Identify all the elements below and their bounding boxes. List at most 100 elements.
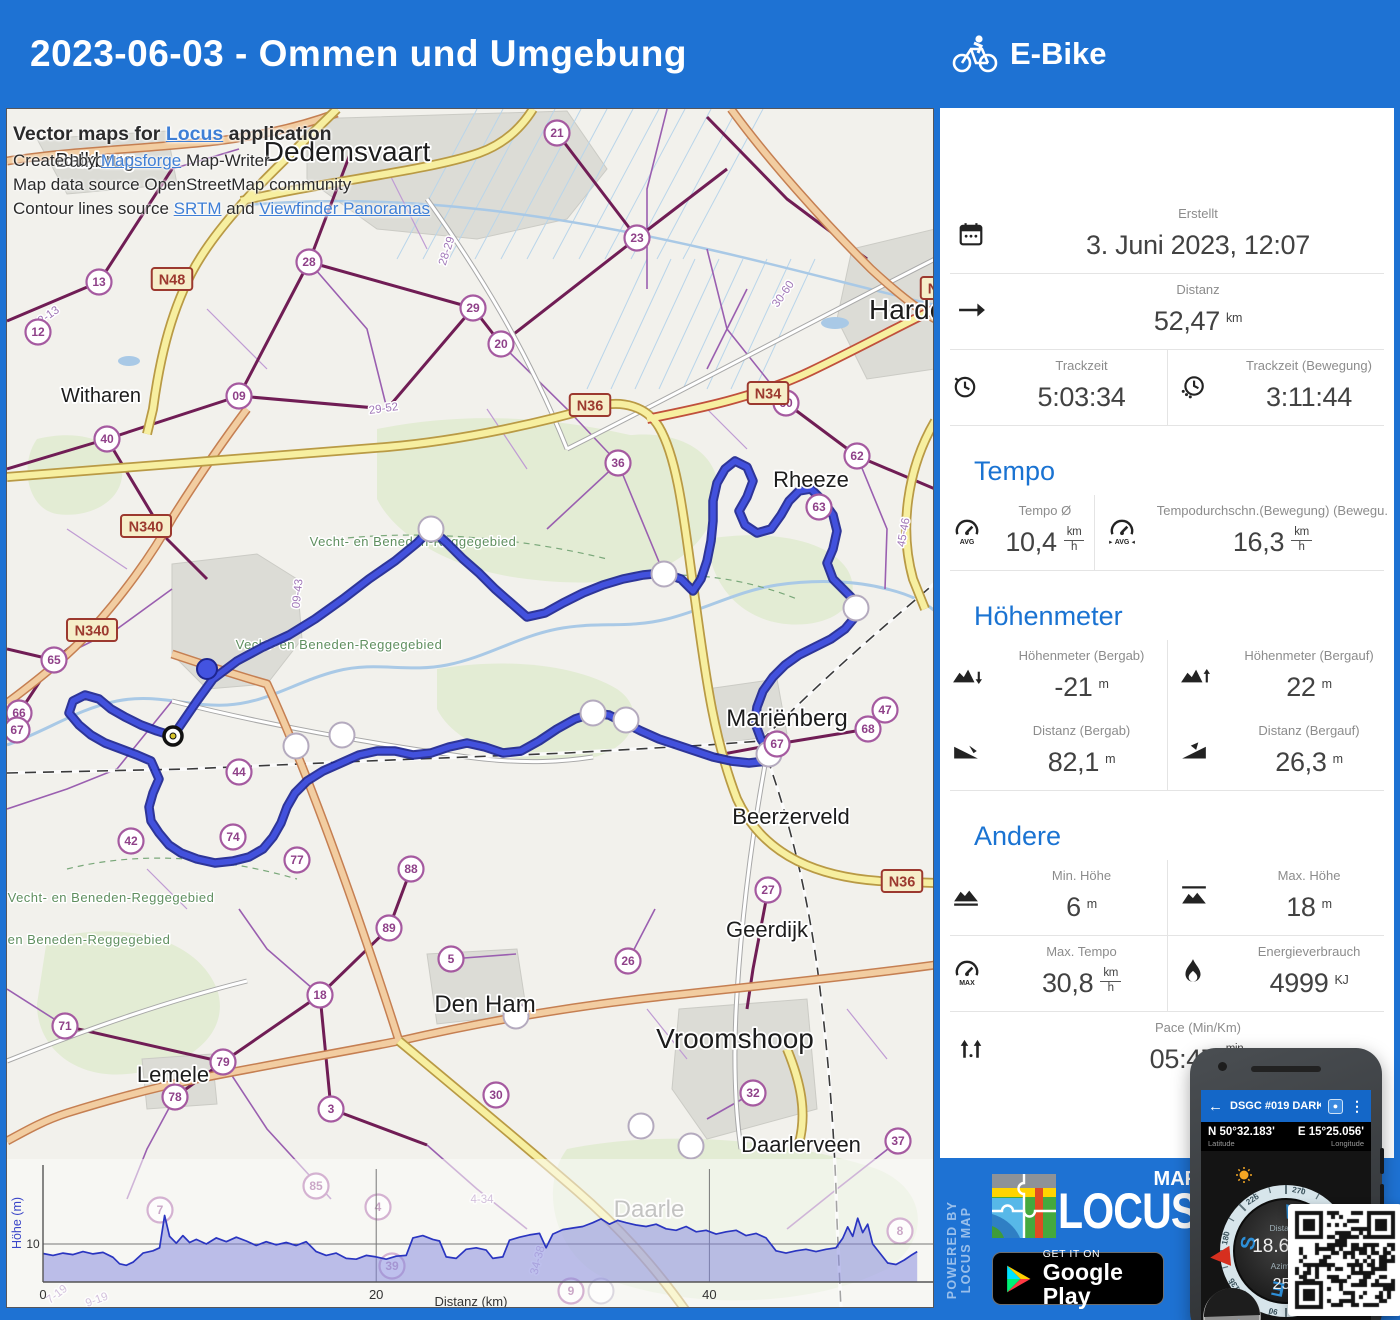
- shield-code: N36: [889, 875, 916, 891]
- junction-marker: 67: [763, 730, 791, 758]
- junction-number: 77: [290, 853, 304, 867]
- waypoint-marker: [328, 721, 356, 749]
- road-shield: N34: [919, 276, 934, 300]
- back-arrow-icon: ←: [1208, 1097, 1223, 1115]
- waypoint-marker: [627, 1112, 655, 1140]
- stat-unit: km h: [1291, 526, 1312, 553]
- stat-unit: m: [1105, 752, 1116, 766]
- phone-appbar: ← DSGC #019 DARK SI... ● ⋮: [1201, 1090, 1371, 1122]
- stat-label: Trackzeit (Bewegung): [1246, 358, 1372, 373]
- shield-code: N340: [75, 624, 110, 640]
- junction-number: 42: [124, 834, 138, 848]
- energy-flame-icon: [1185, 958, 1201, 982]
- attr-text: Map data source OpenStreetMap community: [13, 174, 352, 194]
- town-label: Vroomshoop: [656, 1023, 814, 1054]
- junction-marker: 28: [295, 248, 323, 276]
- stat-label: Max. Höhe: [1277, 868, 1341, 883]
- header-bar: 2023-06-03 - Ommen und Umgebung E-Bike: [0, 0, 1400, 108]
- junction-marker: 67: [7, 716, 31, 744]
- stat-unit: m: [1332, 752, 1343, 766]
- junction-number: 74: [226, 830, 240, 844]
- shield-code: N48: [159, 273, 186, 289]
- junction-marker: 89: [375, 914, 403, 942]
- attr-text: Contour lines source: [13, 198, 174, 218]
- locus-logo-icon: [992, 1174, 1056, 1238]
- junction-marker: 42: [117, 827, 145, 855]
- junction-number: 79: [216, 1055, 230, 1069]
- junction-number: 44: [232, 765, 246, 779]
- locus-brand: LOCUS MAP: [992, 1168, 1198, 1240]
- shield-code: N34: [928, 282, 934, 298]
- junction-marker: 79: [209, 1048, 237, 1076]
- junction-number: 09: [232, 389, 246, 403]
- compass-degree: 90: [1267, 1306, 1278, 1317]
- stat-label: Tempodurchschn.(Bewegung) (Bewegu.: [1156, 503, 1388, 518]
- junction-number: 78: [168, 1090, 182, 1104]
- town-label: Hardenberg: [869, 294, 934, 325]
- section-title-hoehenmeter: Höhenmeter: [974, 601, 1123, 631]
- junction-number: 47: [878, 703, 892, 717]
- map-canvas[interactable]: 12-1328-2930-6029-5209-4345-464-3434-387…: [6, 108, 934, 1308]
- junction-number: 20: [494, 337, 508, 351]
- stat-value: 52,47: [1153, 306, 1220, 336]
- stat-erstellt: Erstellt 3. Juni 2023, 12:07: [940, 198, 1394, 273]
- compass-cardinal: S: [1237, 1234, 1261, 1252]
- junction-marker: 21: [543, 119, 571, 147]
- stat-unit: m: [1098, 677, 1109, 691]
- google-play-icon: [1007, 1265, 1031, 1292]
- stats-panel: Erstellt 3. Juni 2023, 12:07 Distanz 52,…: [940, 108, 1394, 1158]
- play-badge-top: GET IT ON: [1042, 1247, 1101, 1260]
- compass-degree: 180: [1220, 1230, 1232, 1245]
- stat-value: 5:03:34: [1037, 382, 1126, 412]
- section-title-andere: Andere: [974, 821, 1062, 851]
- stat-row-tempo: AVG Tempo Ø 10,4 km h AVG Tempodurchschn.(…: [940, 495, 1394, 570]
- viewfinder-link[interactable]: Viewfinder Panoramas: [259, 198, 431, 218]
- stat-label: Tempo Ø: [1018, 503, 1072, 518]
- cache-badge-icon: ●: [1328, 1098, 1343, 1114]
- junction-marker: 23: [623, 224, 651, 252]
- route-pair-label: 09-43: [291, 578, 306, 609]
- max-elevation-icon: [1182, 885, 1206, 904]
- junction-marker: 36: [604, 449, 632, 477]
- speedometer-avg-moving-icon: AVG: [1108, 519, 1135, 545]
- junction-marker: 78: [161, 1083, 189, 1111]
- compass-cardinal: E: [1269, 1276, 1287, 1300]
- track-start-marker: [162, 725, 184, 747]
- map-water: [7, 199, 933, 747]
- junction-number: 12: [31, 325, 45, 339]
- min-elevation-icon: [954, 890, 978, 906]
- stat-label: Höhenmeter (Bergab): [1018, 648, 1145, 663]
- map-urban-areas: [36, 110, 933, 1140]
- chart-x-tick: 40: [702, 1287, 716, 1302]
- stat-value: 4999: [1269, 968, 1329, 998]
- stat-distanz: Distanz 52,47 km: [940, 274, 1394, 349]
- google-play-badge[interactable]: GET IT ON Google Play: [992, 1247, 1164, 1308]
- stat-value: 3. Juni 2023, 12:07: [1086, 230, 1310, 260]
- junction-marker: 65: [40, 646, 68, 674]
- attr-text: Vector maps for: [13, 123, 166, 145]
- waypoint-marker: [579, 699, 607, 727]
- junction-number: 88: [404, 862, 418, 876]
- attr-text: Map-Writer: [181, 150, 270, 170]
- junction-number: 62: [850, 449, 864, 463]
- locus-link[interactable]: Locus: [165, 123, 224, 145]
- latitude-value: N 50°32.183': [1208, 1126, 1275, 1138]
- clock-icon: [954, 376, 976, 397]
- srtm-link[interactable]: SRTM: [173, 198, 222, 218]
- stat-value: 26,3: [1275, 747, 1327, 777]
- cyclist-icon: [952, 35, 998, 73]
- distance-arrow-icon: [959, 303, 985, 316]
- slope-up-icon: [1182, 741, 1206, 759]
- distance-label: Distance: [1269, 1223, 1302, 1233]
- town-label: Geerdijk: [726, 917, 809, 942]
- stat-label: Max. Tempo: [1046, 944, 1117, 959]
- waypoint-marker: [417, 515, 445, 543]
- longitude-value: E 15°25.056': [1297, 1126, 1364, 1138]
- junction-marker: 18: [306, 981, 334, 1009]
- waypoint-marker: [612, 706, 640, 734]
- mapsforge-link[interactable]: Mapsforge: [100, 150, 182, 170]
- junction-marker: 68: [854, 715, 882, 743]
- stat-label: Distanz: [1176, 282, 1220, 297]
- road-shield: N340: [66, 618, 118, 642]
- stat-label: Trackzeit: [1055, 358, 1108, 373]
